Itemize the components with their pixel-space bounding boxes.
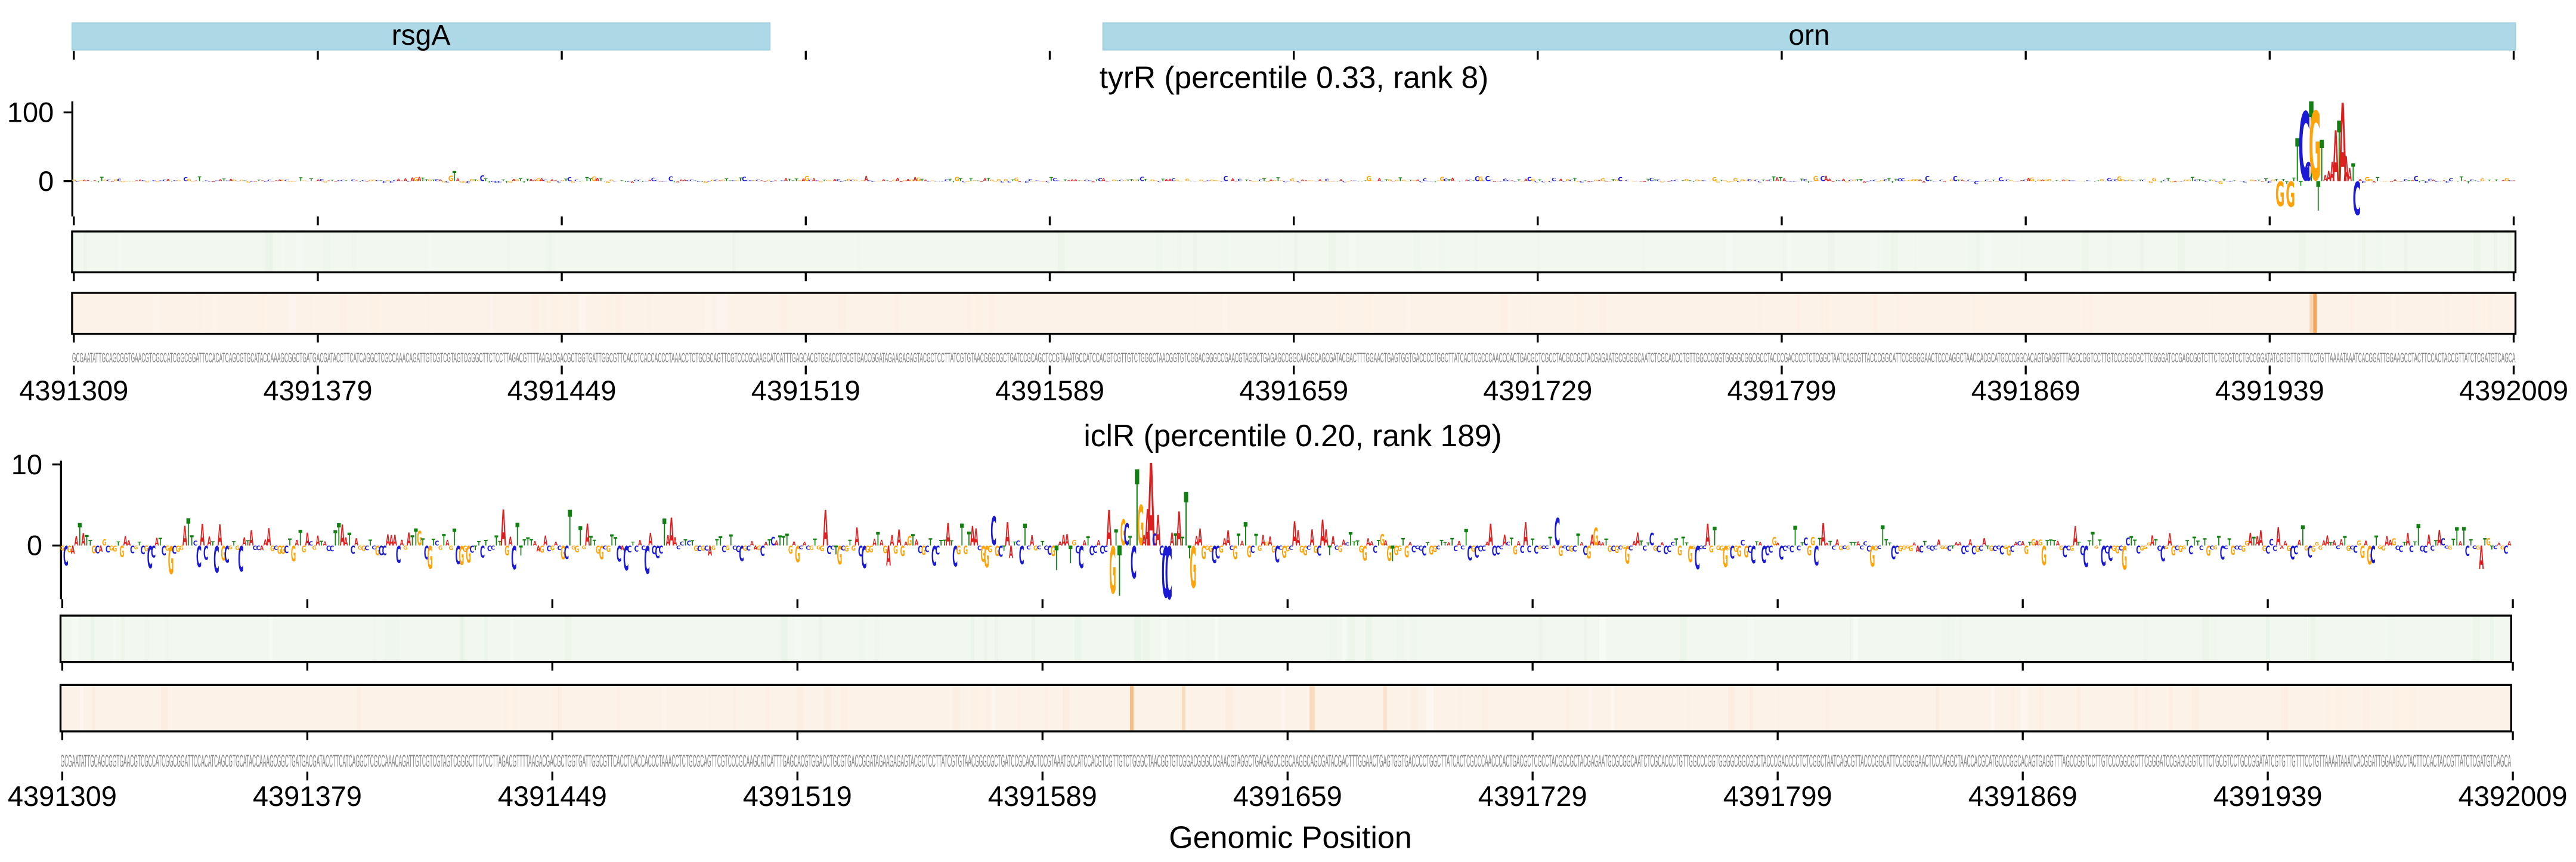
svg-text:GCGAATATTGCAGCGGTGAACGTCGCCATC: GCGAATATTGCAGCGGTGAACGTCGCCATCGGCGGATTCC… <box>61 752 2512 771</box>
svg-text:4391799: 4391799 <box>1723 780 1832 812</box>
svg-text:4391869: 4391869 <box>1968 780 2077 812</box>
svg-text:tyrR (percentile 0.33, rank 8): tyrR (percentile 0.33, rank 8) <box>1100 60 1489 94</box>
svg-text:10: 10 <box>11 449 42 480</box>
svg-text:4392009: 4392009 <box>2459 780 2568 812</box>
svg-text:100: 100 <box>7 97 54 128</box>
svg-text:4391729: 4391729 <box>1478 780 1587 812</box>
svg-text:0: 0 <box>27 530 42 561</box>
svg-text:Genomic Position: Genomic Position <box>1169 821 1412 855</box>
svg-text:4391449: 4391449 <box>507 375 617 406</box>
svg-text:4391799: 4391799 <box>1727 375 1837 406</box>
svg-text:4391519: 4391519 <box>751 375 860 406</box>
svg-text:4391449: 4391449 <box>498 780 607 812</box>
svg-text:4391379: 4391379 <box>253 780 362 812</box>
svg-text:4391939: 4391939 <box>2213 780 2323 812</box>
svg-text:4391309: 4391309 <box>8 780 117 812</box>
svg-text:iclR (percentile 0.20, rank 18: iclR (percentile 0.20, rank 189) <box>1083 418 1501 453</box>
svg-text:4391379: 4391379 <box>264 375 373 406</box>
svg-text:4391939: 4391939 <box>2215 375 2324 406</box>
svg-text:4391869: 4391869 <box>1971 375 2080 406</box>
svg-text:4391659: 4391659 <box>1239 375 1348 406</box>
svg-text:rsgA: rsgA <box>392 20 451 51</box>
svg-text:4391729: 4391729 <box>1483 375 1592 406</box>
svg-text:4391589: 4391589 <box>995 375 1104 406</box>
svg-text:4391659: 4391659 <box>1233 780 1342 812</box>
svg-text:0: 0 <box>38 165 54 197</box>
svg-text:4391309: 4391309 <box>19 375 128 406</box>
svg-text:orn: orn <box>1788 20 1829 51</box>
svg-text:4391589: 4391589 <box>988 780 1097 812</box>
svg-text:4391519: 4391519 <box>743 780 852 812</box>
svg-text:GCGAATATTGCAGCGGTGAACGTCGCCATC: GCGAATATTGCAGCGGTGAACGTCGCCATCGGCGGATTCC… <box>72 350 2516 366</box>
svg-text:4392009: 4392009 <box>2459 375 2568 406</box>
